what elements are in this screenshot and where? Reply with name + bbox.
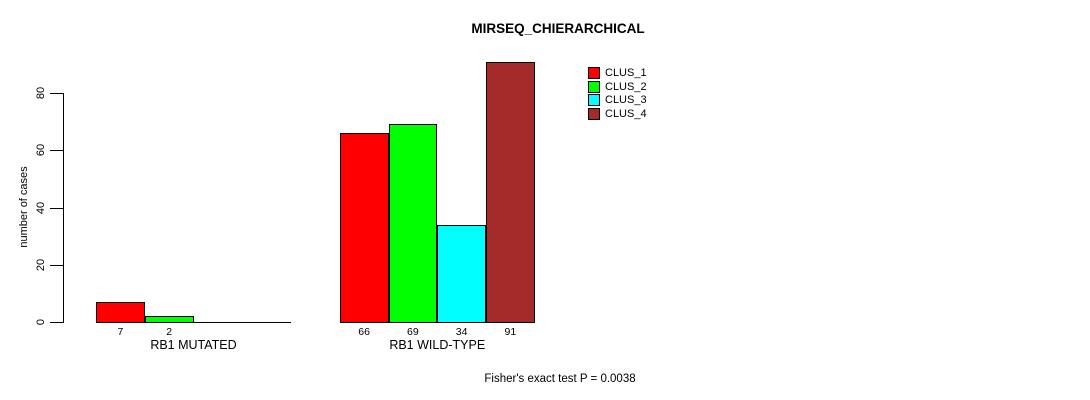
bar-clus_1-rb1-wild-type [339, 133, 389, 323]
chart-title: MIRSEQ_CHIERARCHICAL [471, 21, 645, 36]
bar-value-label: 91 [504, 326, 517, 338]
y-tick [50, 150, 63, 152]
y-tick-label: 80 [35, 86, 47, 100]
bar-value-label: 69 [407, 326, 419, 338]
y-tick [50, 207, 63, 209]
annotation-fisher-test: Fisher's exact test P = 0.0038 [484, 373, 636, 385]
y-axis-title: number of cases [18, 166, 30, 248]
y-axis-line [63, 93, 64, 323]
legend-swatch-icon [588, 107, 600, 120]
legend-label: CLUS_3 [605, 94, 647, 107]
bar-clus_2-rb1-mutated [144, 316, 194, 323]
legend-swatch-icon [588, 80, 600, 93]
bar-value-label: 34 [455, 326, 468, 338]
legend-item-clus_4: CLUS_4 [588, 107, 647, 121]
legend-item-clus_3: CLUS_3 [588, 93, 647, 107]
bar-clus_4-rb1-wild-type [486, 61, 535, 323]
y-tick-label: 0 [35, 318, 47, 326]
y-tick-label: 20 [35, 258, 47, 271]
bar-clus_1-rb1-mutated [96, 301, 145, 323]
legend-item-clus_2: CLUS_2 [588, 80, 647, 94]
y-tick [50, 264, 63, 266]
legend-label: CLUS_4 [605, 107, 647, 120]
bar-value-label: 2 [166, 326, 173, 338]
bar-value-label: 7 [117, 326, 124, 338]
group-baseline [96, 322, 291, 323]
x-category-label: RB1 WILD-TYPE [389, 338, 486, 352]
legend-item-clus_1: CLUS_1 [588, 66, 647, 80]
bar-clus_2-rb1-wild-type [388, 124, 438, 323]
legend-swatch-icon [588, 94, 600, 107]
bar-clus_3-rb1-wild-type [437, 224, 486, 323]
bar-value-label: 66 [358, 326, 370, 338]
y-tick-label: 40 [35, 201, 47, 214]
x-category-label: RB1 MUTATED [150, 338, 237, 352]
legend-label: CLUS_1 [605, 66, 647, 79]
y-tick [50, 322, 63, 323]
legend-swatch-icon [588, 66, 600, 79]
legend-label: CLUS_2 [605, 80, 647, 93]
y-tick [50, 93, 63, 94]
y-tick-label: 60 [35, 144, 47, 157]
